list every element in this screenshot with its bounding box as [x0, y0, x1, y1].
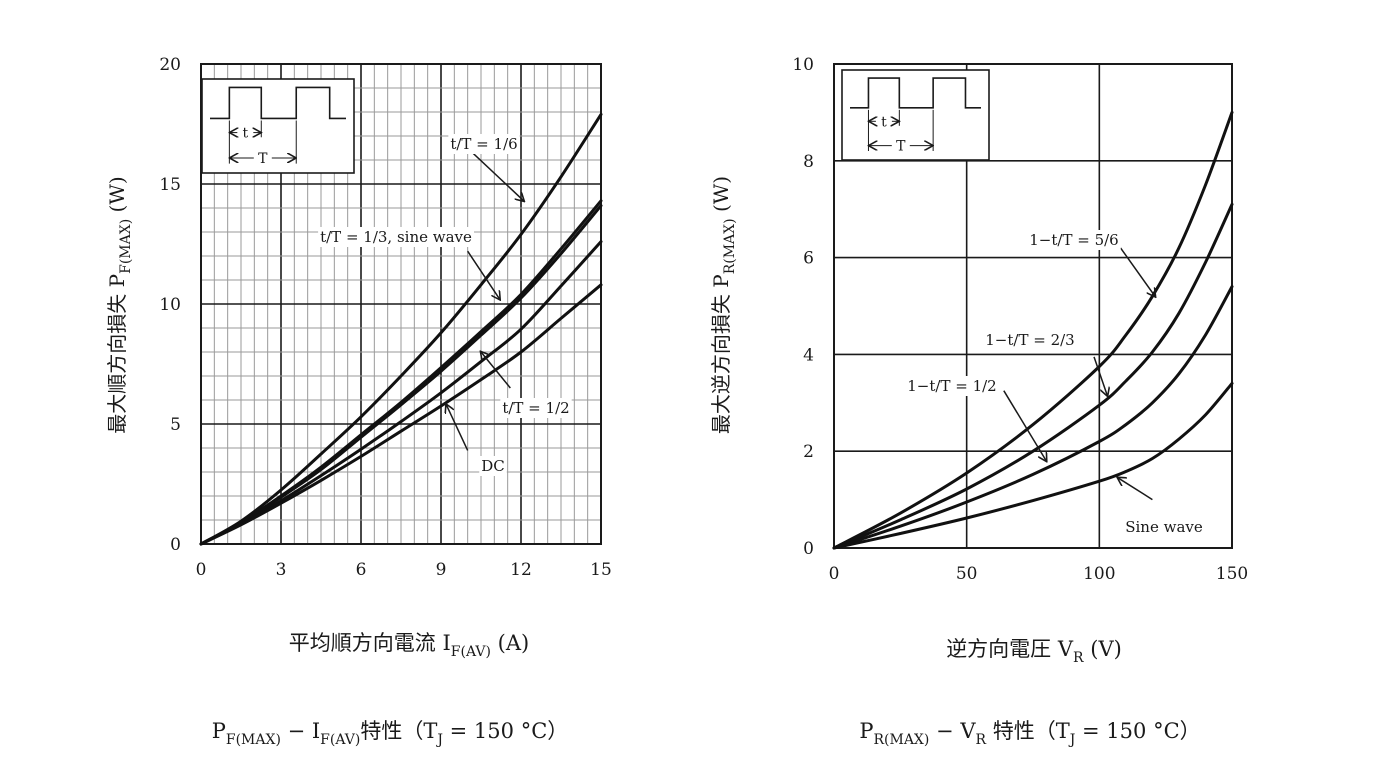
reverse-annotation-arrow-0 [1119, 247, 1155, 296]
reverse-annotation-arrow-3 [1118, 478, 1153, 501]
reverse-annotation-bg-3 [1123, 517, 1205, 537]
reverse-y-tick-label: 10 [792, 55, 814, 75]
reverse-annotation-arrow-2 [1003, 390, 1046, 461]
forward-y-axis-label: 最大順方向損失 PF(MAX) (W) [105, 176, 134, 433]
forward-annotation-bg-1 [318, 227, 475, 247]
reverse-annotation-bg-1 [983, 330, 1077, 350]
forward-series-line-0 [199, 112, 603, 546]
reverse-series-line-3 [832, 381, 1234, 550]
reverse-x-tick-label: 150 [1216, 564, 1248, 584]
forward-x-tick-label: 3 [276, 560, 287, 580]
reverse-inset-pulse-waveform [850, 77, 981, 109]
forward-series-line-3 [199, 240, 603, 546]
forward-y-tick-label: 15 [159, 175, 181, 195]
forward-chart-tick-labels: 0 3 6 9 12 15 0 5 10 15 20 [159, 55, 611, 580]
reverse-series-line-2 [832, 285, 1234, 550]
reverse-waveform-inset: tT [841, 69, 990, 161]
forward-annotation-label-0: t/T = 1/6 [450, 135, 517, 153]
reverse-y-tick-label: 4 [803, 345, 814, 365]
reverse-annotation-label-2: 1−t/T = 1/2 [907, 377, 996, 395]
reverse-inset-t-label: t [881, 114, 887, 130]
forward-y-tick-label: 0 [170, 535, 181, 555]
forward-annotation-label-1: t/T = 1/3, sine wave [320, 228, 472, 246]
forward-inset-pulse-waveform [210, 86, 346, 120]
reverse-x-tick-label: 50 [956, 564, 978, 584]
reverse-inset-box [841, 69, 990, 161]
reverse-y-tick-label: 2 [803, 442, 814, 462]
reverse-x-tick-label: 100 [1083, 564, 1115, 584]
forward-y-tick-label: 5 [170, 415, 181, 435]
forward-annotation-arrow-2 [481, 352, 511, 389]
reverse-chart-caption: PR(MAX) − VR 特性（TJ = 150 °C） [859, 719, 1200, 748]
reverse-y-axis-label: 最大逆方向損失 PR(MAX) (W) [709, 176, 738, 434]
reverse-x-tick-label: 0 [829, 564, 840, 584]
reverse-plot-frame [833, 63, 1233, 549]
forward-y-tick-label: 20 [159, 55, 181, 75]
reverse-loss-chart: 1−t/T = 5/6 1−t/T = 2/3 1−t/T = 1/2 Sine wa… [709, 55, 1248, 748]
forward-annotation-arrow-3 [446, 405, 469, 451]
reverse-chart-grid [833, 63, 1233, 549]
reverse-x-axis-label: 逆方向電圧 VR (V) [946, 637, 1122, 666]
forward-y-tick-label: 10 [159, 295, 181, 315]
reverse-inset-T-label: T [896, 139, 906, 155]
reverse-annotation-label-1: 1−t/T = 2/3 [985, 331, 1074, 349]
forward-annotation-bg-0 [448, 134, 520, 154]
forward-loss-chart: t/T = 1/6 t/T = 1/3, sine wave t/T = 1/2 DC… [105, 55, 612, 748]
reverse-series-line-0 [832, 110, 1234, 550]
forward-x-tick-label: 9 [436, 560, 447, 580]
forward-inset-box [201, 78, 355, 174]
forward-annotation-label-2: t/T = 1/2 [502, 399, 569, 417]
forward-inset-T-label: T [258, 151, 268, 167]
forward-inset-t-label: t [242, 126, 248, 142]
reverse-y-tick-label: 0 [803, 539, 814, 559]
forward-annotation-label-3: DC [481, 457, 505, 475]
forward-chart-curves [199, 112, 603, 546]
reverse-annotation-arrow-1 [1093, 356, 1107, 396]
forward-annotation-bg-3 [479, 456, 507, 476]
reverse-chart-tick-labels: 0 50 100 150 0 2 4 6 8 10 [792, 55, 1248, 584]
forward-series-line-2 [199, 204, 603, 546]
forward-x-axis-label: 平均順方向電流 IF(AV) (A) [289, 631, 529, 660]
forward-series-line-4 [199, 283, 603, 546]
reverse-annotation-label-3: Sine wave [1125, 518, 1203, 536]
forward-chart-caption: PF(MAX) − IF(AV)特性（TJ = 150 °C） [212, 719, 569, 748]
forward-waveform-inset: tT [201, 78, 355, 174]
forward-chart-annotations: t/T = 1/6 t/T = 1/3, sine wave t/T = 1/2 DC [318, 134, 572, 476]
forward-annotation-arrow-1 [467, 250, 500, 299]
forward-x-tick-label: 12 [510, 560, 532, 580]
reverse-y-tick-label: 8 [803, 152, 814, 172]
reverse-annotation-bg-0 [1027, 230, 1121, 250]
reverse-annotation-label-0: 1−t/T = 5/6 [1029, 231, 1118, 249]
forward-annotation-bg-2 [500, 398, 572, 418]
reverse-annotation-bg-2 [905, 376, 999, 396]
forward-x-tick-label: 6 [356, 560, 367, 580]
reverse-series-line-1 [832, 202, 1234, 550]
forward-x-tick-label: 15 [590, 560, 612, 580]
forward-plot-frame [200, 63, 602, 545]
reverse-chart-annotations: 1−t/T = 5/6 1−t/T = 2/3 1−t/T = 1/2 Sine wa… [905, 230, 1205, 537]
reverse-y-tick-label: 6 [803, 249, 814, 269]
forward-x-tick-label: 0 [196, 560, 207, 580]
